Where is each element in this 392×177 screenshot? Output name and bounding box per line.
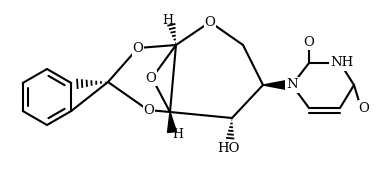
Text: H: H [163,15,174,27]
Text: NH: NH [330,56,354,70]
Polygon shape [263,79,292,90]
Text: O: O [303,36,314,48]
Text: H: H [172,127,183,141]
Text: N: N [286,79,298,92]
Text: HO: HO [217,141,239,155]
Text: O: O [205,16,216,28]
Text: O: O [145,72,156,84]
Text: O: O [132,41,143,55]
Text: O: O [359,101,369,115]
Polygon shape [167,112,176,132]
Text: O: O [143,104,154,116]
